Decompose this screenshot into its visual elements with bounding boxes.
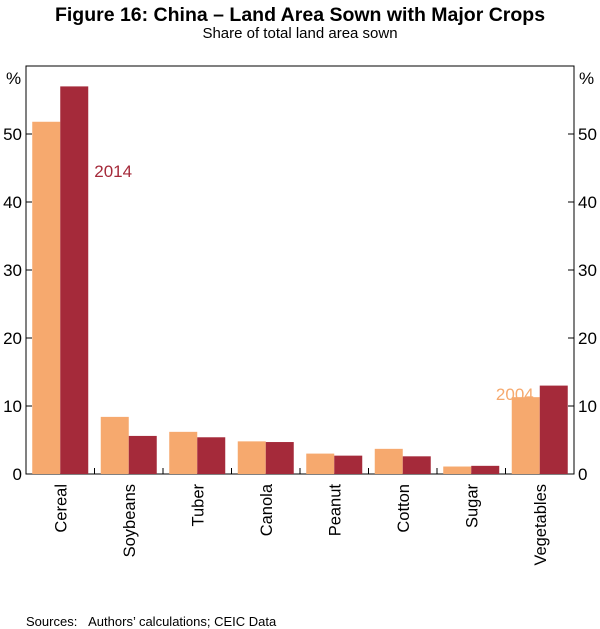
bar-2004-canola: [237, 441, 266, 474]
bar-2014-soybeans: [128, 435, 157, 474]
y-unit-right: %: [579, 69, 594, 88]
bar-2014-tuber: [197, 437, 226, 474]
y-tick-label-left: 40: [3, 193, 22, 212]
y-tick-label-left: 50: [3, 125, 22, 144]
bar-2004-peanut: [306, 453, 335, 474]
chart-title: Figure 16: China – Land Area Sown with M…: [55, 4, 545, 26]
y-tick-label-right: 20: [578, 329, 597, 348]
y-tick-label-right: 50: [578, 125, 597, 144]
bar-2004-cotton: [374, 448, 403, 474]
bar-2014-vegetables: [539, 385, 568, 474]
x-category-label: Cereal: [52, 484, 70, 533]
x-category-label: Cotton: [395, 484, 413, 533]
y-tick-label-right: 0: [578, 465, 587, 484]
y-tick-label-right: 10: [578, 397, 597, 416]
bar-2014-canola: [265, 442, 294, 474]
y-unit-left: %: [6, 69, 21, 88]
x-category-label: Canola: [258, 483, 276, 536]
y-tick-label-left: 20: [3, 329, 22, 348]
series-label-2004: 2004: [496, 385, 534, 404]
series-label-2014: 2014: [94, 162, 132, 181]
x-category-label: Soybeans: [121, 484, 139, 557]
x-category-label: Vegetables: [532, 484, 550, 566]
bar-2014-cereal: [60, 86, 89, 475]
y-tick-label-left: 0: [13, 465, 22, 484]
plot-frame: [25, 65, 575, 475]
x-category-label: Sugar: [463, 483, 481, 528]
bar-2004-soybeans: [100, 416, 129, 474]
bar-2004-tuber: [169, 431, 198, 474]
x-category-label: Tuber: [189, 484, 207, 527]
y-tick-label-right: 30: [578, 261, 597, 280]
bar-2014-cotton: [402, 456, 431, 474]
bar-2014-peanut: [334, 455, 363, 474]
plot-area: 0 0 10 10 20 20 30 30 40 40 50 50% % Cereal Soybeans Tu…: [3, 65, 597, 566]
bar-2014-sugar: [471, 465, 500, 474]
bar-2004-vegetables: [511, 397, 540, 474]
y-tick-label-left: 10: [3, 397, 22, 416]
y-tick-label-left: 30: [3, 261, 22, 280]
x-category-label: Peanut: [326, 484, 344, 537]
bar-2004-cereal: [32, 121, 61, 474]
source-note: Sources: Authors’ calculations; CEIC Dat…: [26, 614, 277, 629]
bar-2004-sugar: [443, 466, 472, 474]
chart-subtitle: Share of total land area sown: [202, 25, 397, 42]
y-tick-label-right: 40: [578, 193, 597, 212]
